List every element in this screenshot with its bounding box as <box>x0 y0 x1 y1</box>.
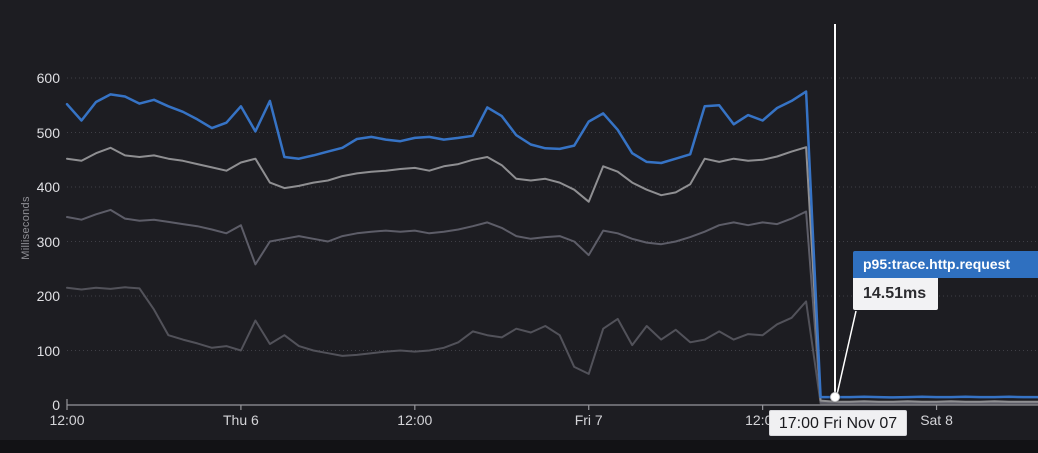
x-axis-tick-label: Sat 8 <box>920 412 953 428</box>
hover-cursor-point <box>830 392 841 403</box>
tooltip-value: 14.51ms <box>853 278 938 310</box>
y-axis-tick-label: 100 <box>36 342 60 359</box>
bottom-strip <box>0 440 1038 453</box>
series-line <box>66 208 1038 404</box>
series-line <box>65 90 1038 399</box>
y-axis-tick-label: 300 <box>36 233 60 250</box>
series-line <box>66 146 1038 403</box>
x-axis-tick-label: 12:00 <box>49 412 85 428</box>
y-axis-tick-label: 500 <box>36 124 60 141</box>
cursor-timestamp-label: 17:00 Fri Nov 07 <box>769 410 907 436</box>
y-axis-tick-label: 0 <box>52 397 60 413</box>
hover-cursor-line <box>834 24 837 394</box>
tooltip-metric-label: p95:trace.http.request <box>853 251 1038 278</box>
tooltip-leader-line <box>836 310 857 395</box>
y-axis-tick-label: 600 <box>36 70 60 86</box>
y-axis-tick-label: 400 <box>36 179 60 195</box>
x-axis-tick-label: 12:00 <box>397 412 433 428</box>
x-axis-tick-label: Fri 7 <box>574 412 603 428</box>
x-axis-tick-label: Thu 6 <box>223 412 259 428</box>
y-axis-tick-label: 200 <box>36 288 60 304</box>
